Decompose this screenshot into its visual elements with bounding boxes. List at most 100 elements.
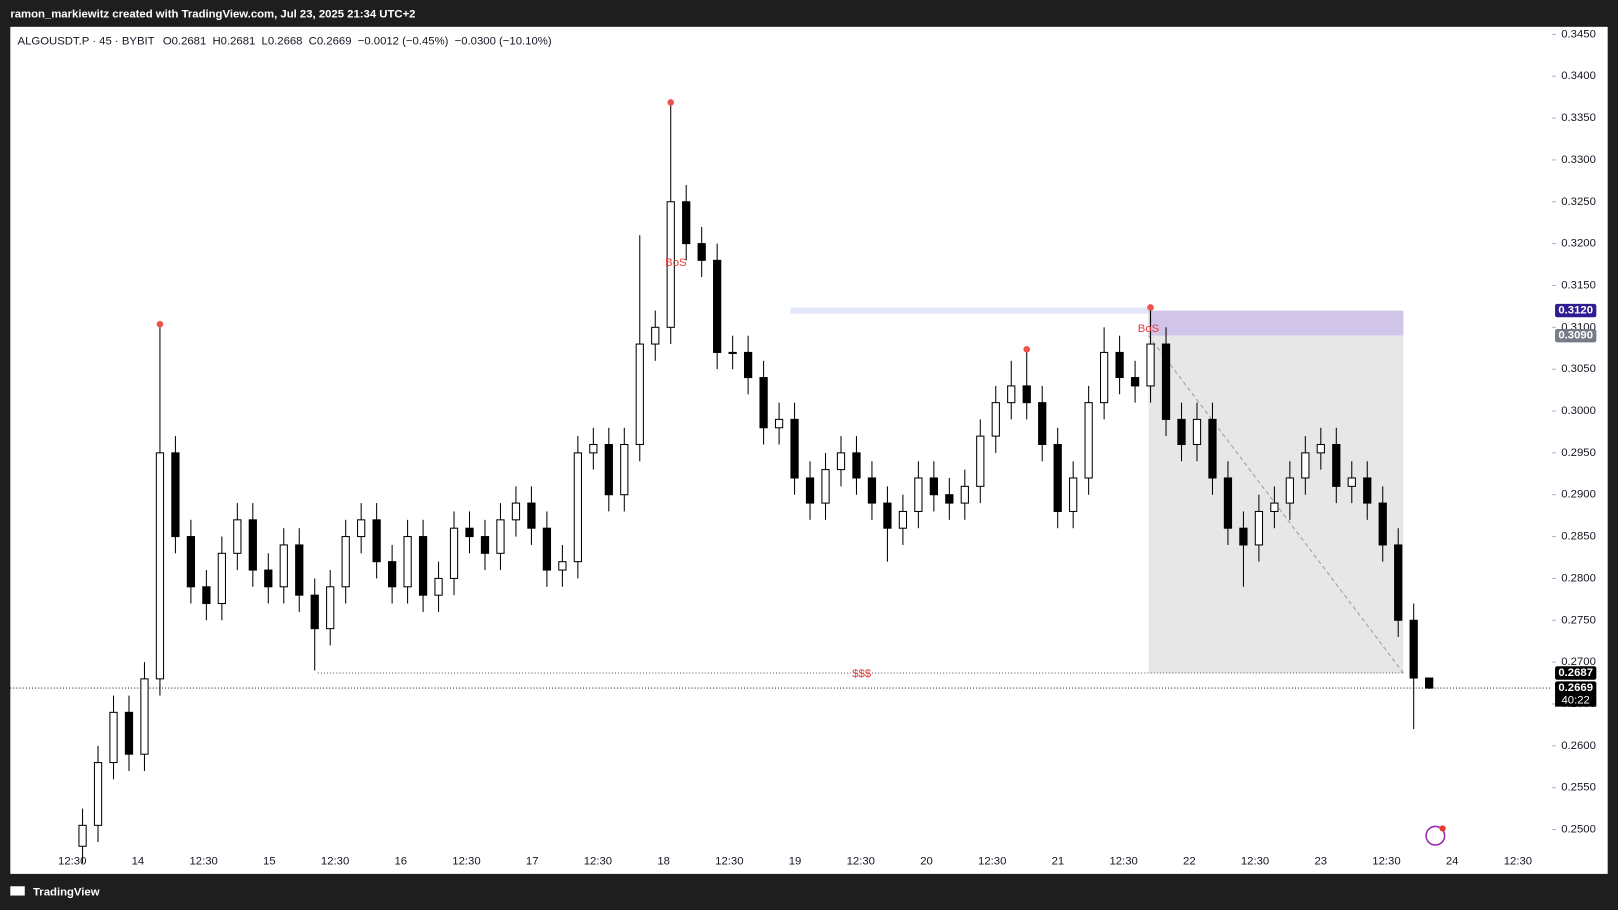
x-tick-label: 12:30 bbox=[847, 856, 875, 868]
brand: TradingView bbox=[33, 886, 100, 898]
candle-body bbox=[279, 544, 288, 588]
y-tick-label: 0.3450 bbox=[1561, 28, 1596, 40]
candle-body bbox=[1192, 418, 1202, 446]
candle-body bbox=[233, 519, 242, 554]
y-tick-label: 0.3350 bbox=[1561, 112, 1596, 124]
zone-top-label: 0.3120 bbox=[1558, 305, 1593, 317]
zone-bottom-label: 0.3090 bbox=[1558, 330, 1593, 342]
candle-body bbox=[480, 536, 490, 554]
candle-body bbox=[1177, 418, 1186, 446]
candle-body bbox=[186, 536, 196, 588]
swing-high bbox=[667, 99, 675, 106]
candle-body bbox=[976, 435, 985, 487]
candle-body bbox=[945, 494, 954, 504]
candle-body bbox=[929, 477, 938, 496]
y-tick-label: 0.2500 bbox=[1561, 824, 1596, 836]
x-tick-label: 12:30 bbox=[321, 856, 349, 868]
candle-body bbox=[651, 326, 660, 345]
candle-body bbox=[1425, 677, 1434, 689]
candle-body bbox=[620, 443, 629, 496]
x-tick-label: 24 bbox=[1446, 856, 1459, 868]
candle-body bbox=[1161, 343, 1171, 420]
candle-body bbox=[682, 201, 691, 245]
x-tick-label: 23 bbox=[1314, 856, 1327, 868]
candle-body bbox=[449, 527, 459, 579]
x-tick-label: 12:30 bbox=[584, 856, 612, 868]
candle-body bbox=[78, 824, 87, 847]
target-tag bbox=[1555, 666, 1597, 680]
candle-body bbox=[1053, 443, 1062, 512]
candle-body bbox=[1239, 527, 1248, 546]
candle-body bbox=[155, 452, 165, 680]
y-tick-label: 0.3050 bbox=[1561, 363, 1596, 375]
last-price-label: 0.2669 bbox=[1558, 682, 1593, 694]
legend-low: L0.2668 bbox=[262, 35, 303, 47]
credit: ramon_markiewitz created with TradingVie… bbox=[10, 8, 415, 20]
candle-body bbox=[1038, 402, 1047, 446]
x-tick-label: 22 bbox=[1183, 856, 1196, 868]
x-tick-label: 12:30 bbox=[1372, 856, 1400, 868]
candle-body bbox=[248, 519, 257, 571]
candle-body bbox=[171, 452, 180, 538]
candle-body bbox=[852, 452, 861, 479]
y-tick-label: 0.3250 bbox=[1561, 196, 1596, 208]
y-tick-label: 0.3200 bbox=[1561, 238, 1596, 250]
x-tick-label: 21 bbox=[1052, 856, 1065, 868]
y-tick-label: 0.3150 bbox=[1561, 279, 1596, 291]
candle-body bbox=[898, 510, 908, 529]
y-tick-label: 0.2850 bbox=[1561, 531, 1596, 543]
candle-body bbox=[914, 477, 923, 512]
swing-high bbox=[1147, 304, 1154, 311]
y-tick-label: 0.2750 bbox=[1561, 614, 1596, 626]
candle-body bbox=[1022, 385, 1031, 404]
candle-body bbox=[558, 561, 567, 571]
candle-body bbox=[496, 519, 505, 554]
candle-body bbox=[743, 351, 753, 379]
candle-body bbox=[1223, 477, 1233, 529]
countdown-tag bbox=[1555, 693, 1597, 707]
candle-body bbox=[836, 452, 846, 471]
x-tick-label: 12:30 bbox=[1109, 856, 1137, 868]
legend-range-change: −0.0300 (−10.10%) bbox=[455, 35, 552, 47]
candle-body bbox=[635, 343, 644, 446]
candle-body bbox=[805, 477, 815, 504]
candle-body bbox=[1254, 510, 1264, 546]
candle-body bbox=[1301, 452, 1310, 479]
legend-change: −0.0012 (−0.45%) bbox=[358, 35, 449, 47]
candle-body bbox=[1347, 477, 1356, 487]
x-tick-label: 12:30 bbox=[58, 856, 86, 868]
candle-body bbox=[202, 586, 211, 605]
x-tick-label: 14 bbox=[132, 856, 145, 868]
candle-body bbox=[867, 477, 877, 504]
candle-body bbox=[991, 402, 1000, 437]
candle-body bbox=[1409, 619, 1418, 679]
candle-body bbox=[1316, 443, 1325, 454]
candle-body bbox=[1115, 351, 1124, 379]
candle-body bbox=[1130, 377, 1140, 387]
candle-body bbox=[589, 443, 598, 454]
candle-body bbox=[1332, 443, 1341, 487]
candle-body bbox=[310, 594, 319, 630]
candle-body bbox=[326, 586, 335, 630]
swing-high bbox=[1023, 346, 1031, 353]
candle-body bbox=[774, 418, 784, 429]
order-block-line bbox=[790, 307, 1149, 314]
candle-body bbox=[109, 711, 118, 764]
candle-body bbox=[1378, 502, 1387, 546]
candle-body bbox=[1285, 477, 1294, 504]
candle-body bbox=[713, 259, 722, 353]
supply-zone bbox=[1148, 310, 1404, 336]
legend-open: O0.2681 bbox=[163, 35, 206, 47]
candle-body bbox=[1208, 418, 1217, 479]
candle-body bbox=[140, 678, 149, 755]
y-tick-label: 0.2900 bbox=[1561, 489, 1596, 501]
x-tick-label: 12:30 bbox=[978, 856, 1006, 868]
candle-body bbox=[418, 536, 428, 596]
zone-top-tag bbox=[1555, 303, 1597, 318]
y-tick-label: 0.3000 bbox=[1561, 405, 1596, 417]
candle-body bbox=[1146, 343, 1155, 387]
swing-high bbox=[156, 320, 164, 328]
y-tick-label: 0.2950 bbox=[1561, 447, 1596, 459]
x-tick-label: 18 bbox=[657, 856, 670, 868]
alert-icon[interactable] bbox=[1425, 825, 1446, 846]
